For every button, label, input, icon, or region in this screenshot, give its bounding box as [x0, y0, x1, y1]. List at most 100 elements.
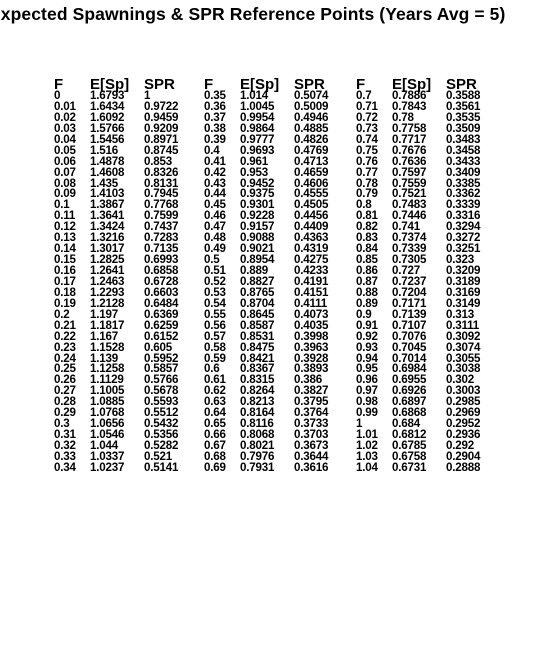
cell-spr: 0.4275 [294, 253, 329, 267]
cell-f: 0.86 [356, 264, 378, 277]
cell-spr: 0.3616 [294, 460, 329, 474]
table-row: 0.02 1.6092 0.9459 [54, 110, 196, 124]
table-row: 0.12 1.3424 0.7437 [54, 220, 196, 234]
cell-spr: 0.323 [446, 253, 475, 267]
cell-esp: 0.6758 [392, 449, 427, 463]
cell-esp: 1.1005 [90, 384, 125, 398]
cell-f: 0.96 [356, 373, 378, 387]
cell-spr: 0.5432 [144, 417, 179, 431]
cell-spr: 0.2888 [446, 460, 481, 474]
cell-spr: 0.4659 [294, 165, 329, 179]
cell-spr: 0.7283 [144, 231, 179, 245]
cell-esp: 1.6793 [90, 89, 125, 102]
table-row: 0.01 1.6434 0.9722 [54, 101, 196, 113]
cell-f: 0.89 [356, 296, 378, 310]
cell-f: 0.71 [356, 99, 378, 113]
table-row: 0.27 1.1005 0.5678 [54, 384, 196, 398]
cell-f: 0.11 [54, 209, 76, 223]
table-row: 0.61 0.8315 0.386 [204, 373, 346, 387]
cell-esp: 0.6897 [392, 395, 427, 409]
table-row: 0.7 0.7886 0.3588 [356, 90, 498, 102]
cell-spr: 0.4319 [294, 242, 329, 256]
cell-esp: 0.6984 [392, 362, 427, 376]
table-row: 0.08 1.435 0.8131 [54, 177, 196, 190]
cell-f: 0.62 [204, 384, 226, 398]
cell-f: 0.73 [356, 121, 378, 135]
cell-esp: 0.7758 [392, 121, 427, 135]
table-row: 0.69 0.7931 0.3616 [204, 460, 346, 474]
cell-esp: 1.2641 [90, 264, 125, 277]
cell-spr: 0.4826 [294, 132, 329, 146]
cell-esp: 1.3424 [90, 220, 125, 234]
cell-esp: 0.8164 [240, 406, 275, 420]
table-row: 1.01 0.6812 0.2936 [356, 429, 498, 441]
cell-spr: 0.3362 [446, 187, 481, 201]
cell-f: 0 [54, 89, 61, 102]
cell-spr: 0.3483 [446, 132, 481, 146]
table-row: 0.17 1.2463 0.6728 [54, 276, 196, 288]
cell-spr: 0.3963 [294, 340, 329, 354]
cell-esp: 0.6868 [392, 406, 427, 420]
cell-f: 0.77 [356, 165, 378, 179]
cell-esp: 0.8213 [240, 395, 275, 409]
cell-spr: 0.3038 [446, 362, 481, 376]
table-row: 0.87 0.7237 0.3189 [356, 276, 498, 288]
table-row: 0.32 1.044 0.5282 [54, 439, 196, 452]
cell-f: 0.06 [54, 154, 76, 168]
cell-esp: 0.9228 [240, 209, 275, 223]
table-row: 0.76 0.7636 0.3433 [356, 154, 498, 168]
cell-f: 0.75 [356, 143, 378, 157]
cell-f: 0.19 [54, 296, 76, 310]
cell-esp: 1.5456 [90, 132, 125, 146]
cell-spr: 0.4946 [294, 110, 329, 124]
cell-f: 0.46 [204, 209, 226, 223]
cell-spr: 0.9459 [144, 110, 179, 124]
cell-esp: 0.8367 [240, 362, 275, 376]
table-row: 0.98 0.6897 0.2985 [356, 395, 498, 409]
cell-esp: 1.0237 [90, 460, 125, 474]
cell-spr: 0.3733 [294, 417, 329, 431]
cell-f: 0.15 [54, 253, 76, 267]
table-row: 0.14 1.3017 0.7135 [54, 242, 196, 256]
table-row: 0.81 0.7446 0.3316 [356, 209, 498, 223]
cell-f: 0.6 [204, 362, 220, 376]
cell-spr: 0.9209 [144, 121, 179, 135]
table-row: 0.28 1.0885 0.5593 [54, 396, 196, 408]
cell-f: 0.21 [54, 318, 76, 332]
cell-f: 0.26 [54, 373, 76, 387]
cell-esp: 0.8531 [240, 329, 275, 343]
cell-esp: 0.7374 [392, 231, 427, 245]
cell-esp: 1.1258 [90, 362, 125, 376]
cell-esp: 1.3017 [90, 242, 125, 256]
cell-esp: 0.7446 [392, 209, 427, 223]
table-row: 0 1.6793 1 [54, 89, 196, 102]
table-row: 0.06 1.4878 0.853 [54, 154, 196, 168]
table-row: 1.02 0.6785 0.292 [356, 440, 498, 452]
cell-spr: 0.4456 [294, 209, 329, 223]
cell-spr: 0.3055 [446, 351, 481, 365]
table-row: 0.21 1.1817 0.6259 [54, 318, 196, 332]
cell-esp: 0.8645 [240, 307, 275, 321]
cell-spr: 0.386 [294, 373, 323, 387]
table-row: 0.78 0.7559 0.3385 [356, 177, 498, 190]
cell-spr: 0.3673 [294, 439, 329, 452]
cell-spr: 0.3458 [446, 143, 481, 157]
cell-f: 0.13 [54, 231, 76, 245]
table-row: 0.18 1.2293 0.6603 [54, 287, 196, 299]
cell-esp: 1.167 [90, 329, 119, 343]
cell-f: 0.97 [356, 384, 378, 398]
page-title: Expected Spawnings & SPR Reference Point… [0, 4, 506, 24]
table-row: 0.74 0.7717 0.3483 [356, 132, 498, 146]
table-row: 0.62 0.8264 0.3827 [204, 384, 346, 398]
table-row: 0.65 0.8116 0.3733 [204, 417, 346, 431]
cell-spr: 0.5282 [144, 439, 179, 452]
cell-spr: 0.3433 [446, 154, 481, 168]
table-row: 0.96 0.6955 0.302 [356, 373, 498, 387]
table-row: 0.86 0.727 0.3209 [356, 264, 498, 277]
cell-spr: 0.5857 [144, 362, 179, 376]
table-row: 0.46 0.9228 0.4456 [204, 209, 346, 223]
cell-esp: 1.516 [90, 143, 119, 157]
cell-spr: 0.3003 [446, 384, 481, 398]
cell-f: 0.45 [204, 198, 226, 212]
table-row: 0.6 0.8367 0.3893 [204, 362, 346, 376]
